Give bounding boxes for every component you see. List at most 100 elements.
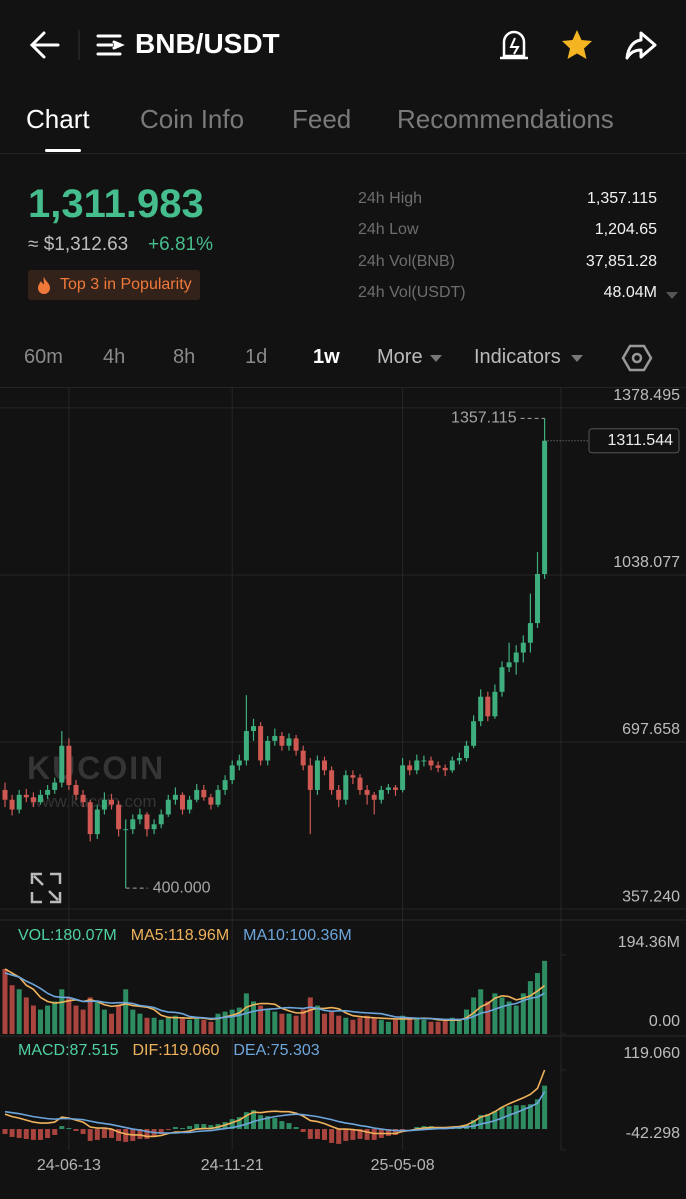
interval[interactable]: 1w (313, 346, 340, 368)
candle-body (80, 794, 86, 803)
macd-bar (485, 1114, 491, 1130)
volume-bar (116, 1005, 122, 1034)
macd-bar (144, 1129, 150, 1139)
candle-body (30, 797, 36, 803)
macd-bar (194, 1124, 200, 1130)
share-button[interactable] (625, 31, 657, 60)
volume-bar (251, 1001, 256, 1034)
alert-button[interactable] (500, 30, 528, 60)
candle-body (194, 789, 200, 800)
candle-body (293, 738, 299, 751)
settings-button[interactable] (621, 344, 653, 372)
volume-bar (492, 993, 498, 1034)
volume-bar (80, 1009, 86, 1034)
macd-bar (279, 1121, 285, 1130)
volume-bar (59, 989, 65, 1034)
tab[interactable]: Recommendations (397, 104, 614, 134)
indicators-menu[interactable]: Indicators (474, 346, 561, 368)
volume-bar (158, 1019, 164, 1034)
macd-bar (535, 1099, 540, 1130)
volume-bar (428, 1021, 434, 1034)
candle-body (286, 738, 292, 746)
volume-bar (414, 1017, 420, 1034)
tab[interactable]: Coin Info (140, 104, 245, 134)
volume-bar (286, 1013, 292, 1034)
macd-bar (80, 1129, 86, 1134)
candle-body (9, 799, 15, 810)
x-tick-label: 24-11-21 (201, 1157, 264, 1174)
tab[interactable]: Feed (292, 104, 352, 134)
more-menu[interactable]: More (377, 346, 423, 368)
volume-bar (109, 1013, 114, 1034)
volume-bar (364, 1015, 370, 1034)
candle-body (506, 662, 512, 668)
menu-button[interactable] (96, 34, 125, 56)
fullscreen-button[interactable] (30, 872, 62, 904)
volume-bar (137, 1013, 143, 1034)
macd-bar (30, 1129, 36, 1140)
y-tick-label: 357.240 (622, 888, 680, 905)
stat-value: 48.04M (603, 284, 657, 301)
macd-bar (158, 1129, 164, 1134)
interval[interactable]: 1d (245, 346, 268, 368)
volume-bar (272, 1011, 278, 1034)
macd-bar (506, 1106, 512, 1130)
volume-bar (45, 1005, 51, 1034)
interval[interactable]: 60m (24, 346, 63, 368)
candle-body (400, 765, 406, 790)
volume-bar (513, 1005, 519, 1034)
volume-bar (336, 1015, 342, 1034)
popularity-badge[interactable]: Top 3 in Popularity (28, 270, 200, 300)
volume-bar (449, 1017, 455, 1034)
volume-bar (527, 981, 533, 1034)
volume-bar (151, 1017, 157, 1034)
macd-bar (322, 1129, 327, 1140)
candle-body (542, 440, 548, 575)
candle-body (130, 819, 136, 830)
toolbar-icons (430, 344, 653, 372)
candle-body (45, 789, 51, 795)
macd-bar (300, 1129, 306, 1133)
candle-body (471, 721, 477, 746)
stat-label: 24h High (358, 190, 423, 207)
expand-stats[interactable] (666, 292, 678, 300)
macd-bar (23, 1129, 29, 1139)
interval[interactable]: 4h (103, 346, 126, 368)
volume-bar (222, 1011, 228, 1034)
back-button[interactable] (29, 31, 60, 59)
y-tick-label: 119.060 (623, 1045, 680, 1062)
tab[interactable]: Chart (26, 104, 90, 134)
candle-body (123, 829, 129, 831)
interval[interactable]: 8h (173, 346, 196, 368)
macd-bar (180, 1128, 185, 1130)
macd-bar (385, 1129, 391, 1136)
volume-bar (180, 1017, 185, 1034)
macd-bar (123, 1129, 129, 1142)
price-change: +6.81% (148, 234, 213, 255)
watermark-brand: KUCOIN (27, 750, 166, 786)
macd-bar (94, 1129, 100, 1140)
candle-body (2, 789, 8, 800)
candle-body (236, 760, 242, 766)
macd-bar (45, 1129, 51, 1138)
candle-body (215, 789, 221, 805)
candle-body (201, 789, 207, 798)
candle-body (336, 789, 342, 800)
macd-bar (293, 1127, 299, 1130)
macd-bar (236, 1117, 242, 1130)
last-price: 1,311.983 (28, 182, 204, 226)
volume-bar (485, 1001, 491, 1034)
macd-bar (172, 1127, 178, 1130)
fiat-price: ≈ $1,312.63 (28, 234, 129, 255)
candle-body (16, 794, 22, 810)
favorite-button[interactable] (562, 30, 592, 59)
watermark-url: www.kucoin.com (30, 792, 157, 811)
candle-body (435, 765, 441, 768)
macd-bar (336, 1129, 342, 1144)
macd-bar (9, 1129, 15, 1137)
volume-bar (322, 1013, 327, 1034)
candle-body (52, 782, 58, 790)
macd-bar (16, 1129, 22, 1138)
macd-bar (59, 1126, 65, 1130)
x-tick-label: 24-06-13 (37, 1157, 101, 1174)
